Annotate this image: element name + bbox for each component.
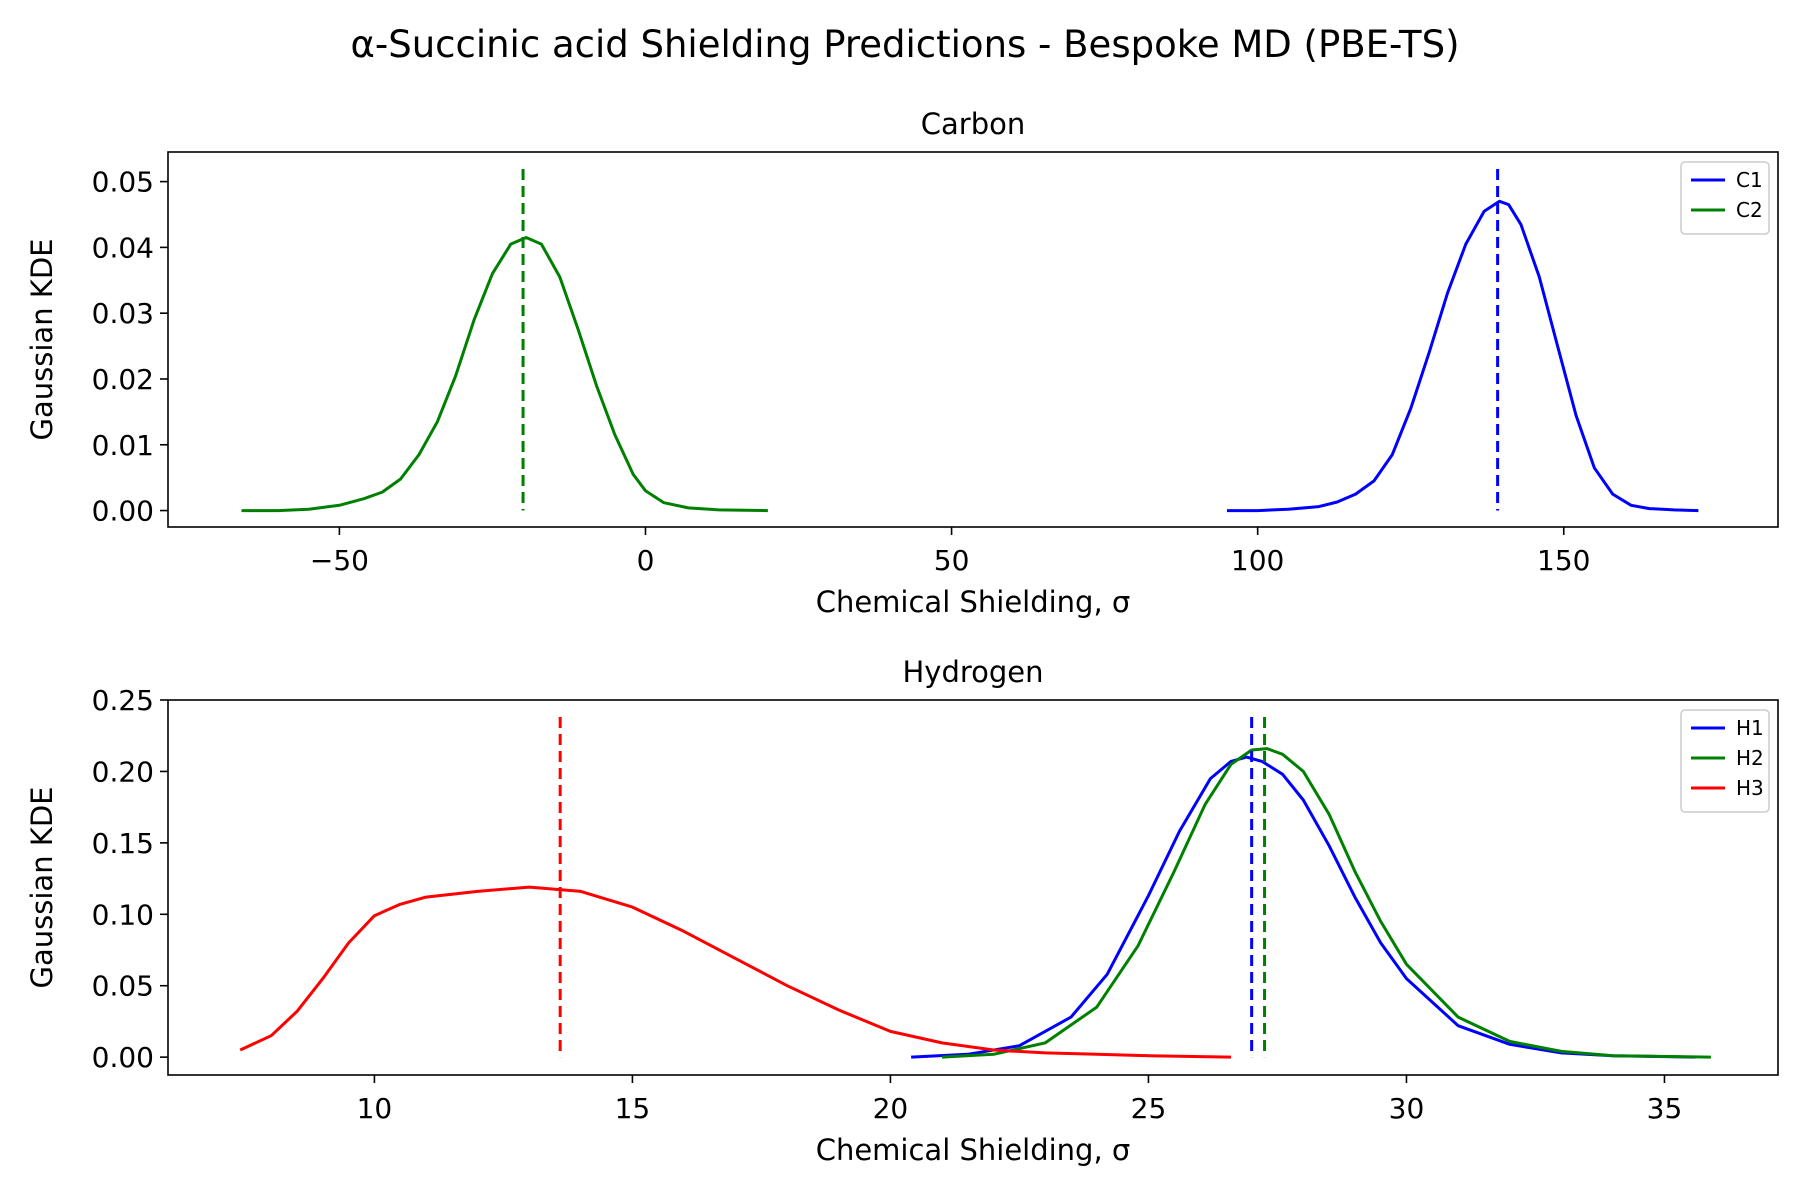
carbon-x-tick-label: 0 — [637, 544, 655, 577]
carbon-series-c2-line — [241, 236, 768, 513]
hydrogen-series-h3-line — [239, 885, 1232, 1059]
hydrogen-legend-label-h1: H1 — [1736, 716, 1764, 740]
carbon-x-tick-label: −50 — [310, 544, 369, 577]
carbon-series-c1-line — [1227, 199, 1699, 513]
carbon-y-tick-label: 0.04 — [92, 231, 154, 264]
carbon-legend-label-c1: C1 — [1736, 168, 1763, 192]
carbon-x-axis-label: Chemical Shielding, σ — [816, 585, 1131, 619]
hydrogen-y-tick-label: 0.05 — [92, 970, 154, 1003]
carbon-y-tick-label: 0.05 — [92, 166, 154, 199]
hydrogen-x-tick-label: 15 — [615, 1092, 651, 1125]
carbon-legend-label-c2: C2 — [1736, 198, 1763, 222]
hydrogen-legend-label-h3: H3 — [1736, 776, 1764, 800]
hydrogen-x-tick-label: 35 — [1647, 1092, 1683, 1125]
hydrogen-y-tick-label: 0.15 — [92, 827, 154, 860]
hydrogen-x-tick-label: 20 — [873, 1092, 909, 1125]
carbon-y-tick-label: 0.03 — [92, 297, 154, 330]
hydrogen-y-tick-label: 0.00 — [92, 1041, 154, 1074]
hydrogen-legend-label-h2: H2 — [1736, 746, 1764, 770]
hydrogen-x-axis-label: Chemical Shielding, σ — [816, 1133, 1131, 1167]
hydrogen-plot-frame — [167, 699, 1779, 1076]
carbon-x-tick-label: 100 — [1231, 544, 1284, 577]
carbon-subplot-title: Carbon — [921, 107, 1025, 141]
hydrogen-y-tick-label: 0.25 — [92, 684, 154, 717]
hydrogen-x-tick-label: 10 — [357, 1092, 393, 1125]
hydrogen-y-axis-label: Gaussian KDE — [25, 787, 59, 989]
hydrogen-x-tick-label: 25 — [1131, 1092, 1167, 1125]
hydrogen-y-tick-label: 0.10 — [92, 898, 154, 931]
carbon-y-axis-label: Gaussian KDE — [25, 239, 59, 441]
hydrogen-series-h1-line — [911, 755, 1696, 1059]
carbon-x-tick-label: 150 — [1537, 544, 1590, 577]
carbon-plot-frame — [167, 151, 1779, 528]
hydrogen-subplot-title: Hydrogen — [902, 655, 1043, 689]
figure-title: α-Succinic acid Shielding Predictions - … — [350, 23, 1459, 66]
carbon-y-tick-label: 0.02 — [92, 363, 154, 396]
hydrogen-y-tick-label: 0.20 — [92, 755, 154, 788]
carbon-y-tick-label: 0.00 — [92, 495, 154, 528]
hydrogen-series-h2-line — [941, 747, 1711, 1059]
hydrogen-x-tick-label: 30 — [1389, 1092, 1425, 1125]
carbon-x-tick-label: 50 — [934, 544, 970, 577]
carbon-y-tick-label: 0.01 — [92, 429, 154, 462]
